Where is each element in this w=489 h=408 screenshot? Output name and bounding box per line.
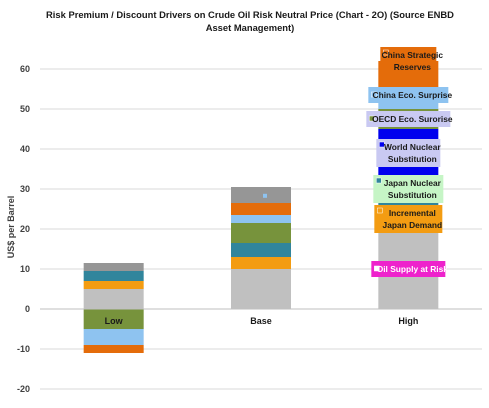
legend-box xyxy=(373,175,444,203)
y-tick-label: -20 xyxy=(17,384,30,394)
legend-swatch xyxy=(383,49,389,56)
legend-label: China Strategic xyxy=(382,50,444,60)
y-tick-label: 30 xyxy=(20,184,30,194)
bar-segment xyxy=(83,345,144,353)
bar-segment xyxy=(231,269,291,309)
bar-segment xyxy=(83,281,144,289)
y-tick-label: 20 xyxy=(20,224,30,234)
legend-box xyxy=(366,111,451,127)
bar-segment xyxy=(83,329,144,345)
legend-box xyxy=(371,261,446,277)
legend-label: Substitution xyxy=(388,154,437,164)
bar-segment xyxy=(83,309,144,329)
legend-label: Substitution xyxy=(388,190,437,200)
bar-segment xyxy=(231,187,291,203)
legend-box xyxy=(368,87,449,103)
bar-segment xyxy=(231,243,291,257)
legend-label: World Nuclear xyxy=(384,142,441,152)
legend-swatch xyxy=(371,91,377,98)
y-tick-label: 50 xyxy=(20,104,30,114)
legend-swatch xyxy=(369,115,375,122)
category-label: Base xyxy=(250,316,272,326)
legend-label: China Eco. Surprise xyxy=(373,90,453,100)
legend-label: Oil Supply at Risk xyxy=(377,264,449,274)
y-tick-label: 60 xyxy=(20,64,30,74)
legend-box xyxy=(380,47,437,75)
legend-label: Japan Demand xyxy=(383,220,443,230)
bar-segment xyxy=(83,263,144,271)
legend-swatch xyxy=(374,265,380,272)
base-marker xyxy=(263,193,267,198)
chart-title: Risk Premium / Discount Drivers on Crude… xyxy=(46,9,454,33)
y-tick-label: 0 xyxy=(25,304,30,314)
category-label: Low xyxy=(105,316,124,326)
legend-swatch xyxy=(377,207,383,214)
legend-swatch xyxy=(376,177,382,184)
legend-box xyxy=(376,139,441,167)
bar-segment xyxy=(231,257,291,269)
legend-label: Reserves xyxy=(394,62,432,72)
bar-segment xyxy=(83,271,144,281)
y-tick-label: 10 xyxy=(20,264,30,274)
legend-swatch xyxy=(379,141,385,148)
legend-label: Incremental xyxy=(389,208,436,218)
y-tick-label: -10 xyxy=(17,344,30,354)
bar-segment xyxy=(83,289,144,309)
legend-label: OECD Eco. Surorise xyxy=(372,114,453,124)
legend-label: Japan Nuclear xyxy=(384,178,442,188)
bar-segment xyxy=(231,203,291,215)
y-tick-label: 40 xyxy=(20,144,30,154)
bar-segment xyxy=(231,215,291,223)
bar-segment xyxy=(231,223,291,243)
category-label: High xyxy=(398,316,418,326)
y-axis-title: US$ per Barrel xyxy=(6,196,16,259)
legend-box xyxy=(374,205,443,233)
